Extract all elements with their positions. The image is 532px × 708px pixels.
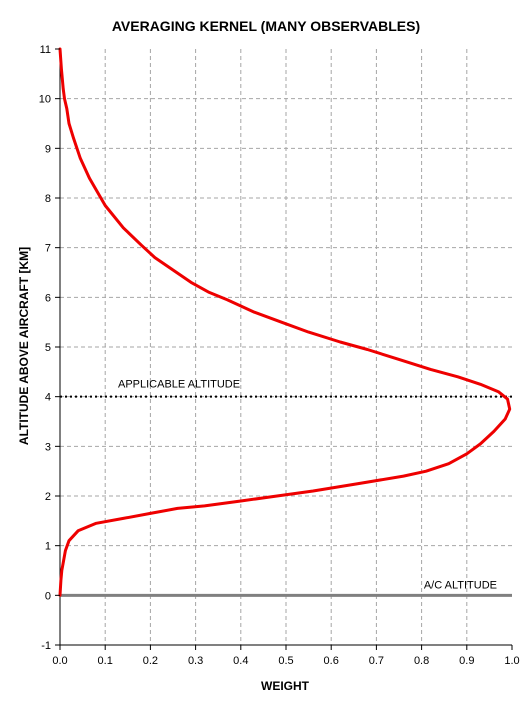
x-tick-label: 0.0 [52, 655, 67, 667]
y-tick-label: 3 [45, 441, 51, 453]
y-tick-label: 11 [40, 44, 51, 56]
x-tick-label: 1.0 [504, 655, 519, 667]
reference-lines: APPLICABLE ALTITUDE A/C ALTITUDE [60, 379, 512, 597]
series-layer [58, 47, 512, 597]
y-tick-label: -1 [41, 640, 51, 652]
kernel-curve [58, 47, 512, 597]
y-tick-label: 4 [45, 392, 51, 404]
applicable-altitude-label: APPLICABLE ALTITUDE [118, 379, 240, 391]
x-axis-label: WEIGHT [261, 679, 310, 693]
y-tick-label: 9 [45, 143, 51, 155]
y-tick-label: 10 [39, 94, 51, 106]
x-tick-label: 0.3 [188, 655, 203, 667]
y-tick-label: 7 [45, 243, 51, 255]
x-tick-label: 0.6 [324, 655, 339, 667]
x-tick-label: 0.1 [98, 655, 113, 667]
chart-title: AVERAGING KERNEL (MANY OBSERVABLES) [112, 18, 420, 34]
y-tick-label: 6 [45, 292, 51, 304]
y-axis-label: ALTITUDE ABOVE AIRCRAFT [KM] [17, 247, 31, 445]
x-tick-label: 0.9 [459, 655, 474, 667]
x-tick-label: 0.8 [414, 655, 429, 667]
y-tick-label: 0 [45, 590, 51, 602]
aircraft-altitude-label: A/C ALTITUDE [424, 579, 497, 591]
y-tick-label: 1 [45, 541, 51, 553]
x-tick-label: 0.5 [278, 655, 293, 667]
x-tick-labels: 0.0 0.1 0.2 0.3 0.4 0.5 0.6 0.7 0.8 0.9 1.0 [52, 645, 520, 667]
x-tick-label: 0.7 [369, 655, 384, 667]
y-tick-label: 5 [45, 342, 51, 354]
x-tick-label: 0.2 [143, 655, 158, 667]
x-tick-label: 0.4 [233, 655, 248, 667]
y-tick-label: 2 [45, 491, 51, 503]
y-tick-label: 8 [45, 193, 51, 205]
y-tick-labels: -1 0 1 2 3 4 5 6 7 8 9 10 11 [39, 44, 60, 652]
